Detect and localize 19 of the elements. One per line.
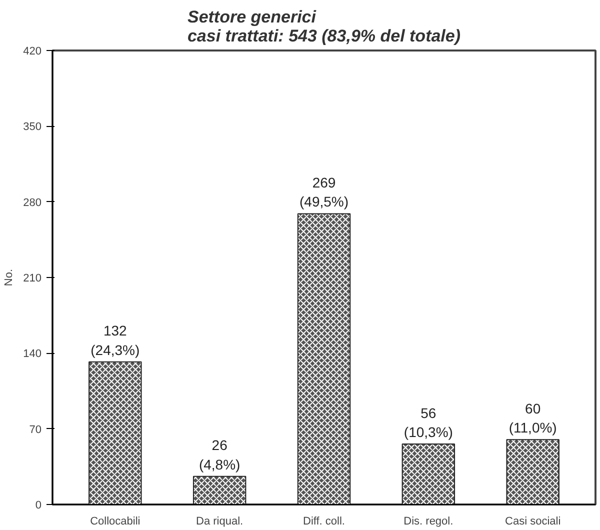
- x-tick-label: Dis. regol.: [404, 516, 454, 528]
- data-label: 132 (24,3%): [90, 322, 140, 358]
- x-tick-label: Diff. coll.: [303, 516, 345, 528]
- y-tick-label: 420: [23, 46, 42, 58]
- chart-title: Settore generici casi trattati: 543 (83,9% del totale): [187, 8, 461, 46]
- x-tick-label: Casi sociali: [505, 516, 561, 528]
- x-tick-label: Collocabili: [90, 516, 140, 528]
- y-tick-label: 350: [23, 121, 42, 134]
- data-label: 269 (49,5%): [299, 174, 349, 210]
- data-label: 26 (4,8%): [198, 437, 240, 472]
- y-axis-title: No.: [3, 268, 16, 286]
- x-tick-label: Da riqual.: [196, 516, 244, 528]
- y-tick-label: 280: [23, 196, 42, 209]
- y-tick-label: 210: [23, 272, 42, 284]
- y-tick-label: 0: [35, 500, 42, 512]
- y-tick-label: 70: [29, 424, 42, 436]
- data-label: 56 (10,3%): [404, 404, 453, 440]
- data-label: 60 (11,0%): [508, 400, 557, 436]
- y-tick-label: 140: [23, 348, 42, 360]
